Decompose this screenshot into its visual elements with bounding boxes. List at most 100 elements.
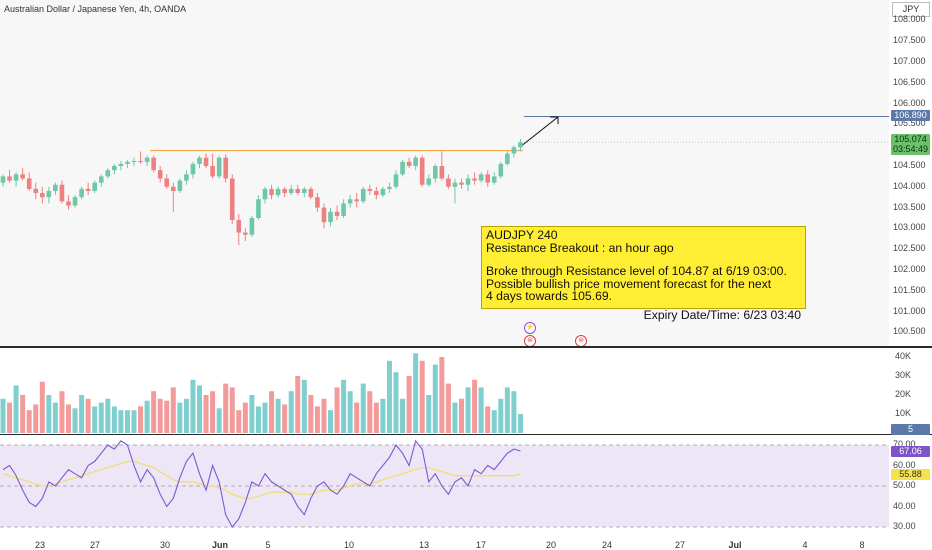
volume-bar bbox=[255, 406, 261, 433]
volume-bar bbox=[465, 387, 471, 433]
price-tick-label: 100.500 bbox=[893, 326, 926, 337]
candle-body bbox=[138, 161, 143, 163]
volume-bar bbox=[92, 406, 98, 433]
candle-body bbox=[59, 184, 65, 202]
price-tick-label: 106.500 bbox=[893, 76, 926, 87]
candle-body bbox=[433, 166, 438, 179]
candle-body bbox=[0, 176, 6, 183]
volume-bar bbox=[334, 387, 340, 433]
time-tick-label: 4 bbox=[802, 540, 808, 550]
volume-tick-label: 20K bbox=[895, 389, 912, 399]
candle-body bbox=[197, 157, 202, 164]
rsi-chart[interactable] bbox=[0, 436, 889, 536]
time-tick-label: 24 bbox=[601, 540, 613, 550]
price-tick-label: 107.500 bbox=[893, 35, 926, 46]
volume-value-tag: 5 bbox=[891, 424, 930, 435]
price-tick-label: 103.000 bbox=[893, 222, 926, 233]
volume-bar bbox=[485, 406, 491, 433]
time-tick-label: 8 bbox=[859, 540, 865, 550]
rsi-value-tag: 67.06 bbox=[891, 446, 930, 457]
candle-body bbox=[66, 201, 71, 206]
candle-body bbox=[505, 153, 510, 164]
volume-bar bbox=[419, 360, 425, 433]
bar-countdown-tag: 03:54:49 bbox=[891, 144, 930, 155]
forecast-arrow bbox=[519, 116, 559, 148]
candle-body bbox=[79, 188, 84, 198]
candle-body bbox=[465, 178, 471, 185]
time-tick-label: Jun bbox=[211, 540, 229, 550]
volume-bar bbox=[177, 402, 183, 433]
volume-bar bbox=[0, 398, 6, 433]
volume-bar bbox=[295, 376, 301, 433]
rsi-pane[interactable] bbox=[0, 436, 889, 536]
candle-body bbox=[118, 163, 124, 167]
pane-divider[interactable] bbox=[0, 346, 932, 348]
rsi-ma-line bbox=[2, 460, 521, 499]
price-pane[interactable]: Australian Dollar / Japanese Yen, 4h, OA… bbox=[0, 0, 889, 347]
volume-bar bbox=[124, 410, 130, 433]
volume-bar bbox=[367, 391, 373, 433]
volume-bar bbox=[46, 395, 52, 433]
candle-body bbox=[216, 157, 222, 177]
idea-symbol: AUDJPY 240 bbox=[486, 228, 558, 242]
price-tick-label: 101.000 bbox=[893, 305, 926, 316]
candle-body bbox=[413, 157, 418, 167]
price-chart[interactable] bbox=[0, 0, 889, 346]
candle-body bbox=[328, 211, 333, 223]
volume-bar bbox=[242, 402, 248, 433]
candle-body bbox=[380, 188, 386, 196]
volume-bar bbox=[66, 404, 71, 433]
idea-expiry: Expiry Date/Time: 6/23 03:40 bbox=[643, 307, 801, 322]
volume-bar bbox=[13, 385, 19, 433]
volume-chart[interactable] bbox=[0, 348, 889, 433]
volume-bar bbox=[262, 402, 268, 433]
candle-body bbox=[223, 157, 228, 179]
volume-pane[interactable] bbox=[0, 348, 889, 433]
volume-bar bbox=[354, 402, 360, 433]
volume-bar bbox=[59, 391, 65, 433]
price-tick-label: 101.500 bbox=[893, 284, 926, 295]
volume-bar bbox=[216, 408, 222, 433]
volume-bar bbox=[452, 402, 458, 433]
idea-annotation[interactable]: AUDJPY 240 Resistance Breakout : an hour… bbox=[481, 226, 806, 321]
volume-bar bbox=[478, 387, 484, 433]
volume-bar bbox=[26, 410, 32, 433]
volume-bar bbox=[341, 379, 347, 433]
candle-body bbox=[13, 174, 19, 181]
price-tick-label: 105.500 bbox=[893, 118, 926, 129]
price-tick-label: 106.000 bbox=[893, 97, 926, 108]
idea-forecast: Possible bullish price movement forecast… bbox=[486, 276, 772, 291]
candle-body bbox=[400, 161, 405, 175]
time-tick-label: 27 bbox=[674, 540, 686, 550]
currency-label[interactable]: JPY bbox=[892, 2, 930, 17]
rsi-tick-label: 60.00 bbox=[893, 459, 916, 470]
candle-body bbox=[321, 207, 327, 223]
volume-bar bbox=[282, 404, 288, 433]
pane-divider[interactable] bbox=[0, 433, 932, 435]
volume-bar bbox=[445, 383, 451, 433]
candle-body bbox=[85, 188, 91, 191]
price-axis[interactable]: JPY bbox=[889, 0, 932, 346]
candle-body bbox=[459, 182, 464, 185]
time-tick-label: 20 bbox=[545, 540, 557, 550]
candle-body bbox=[485, 174, 490, 183]
volume-bar bbox=[33, 404, 39, 433]
rsi-tick-label: 50.00 bbox=[893, 480, 916, 490]
rsi-line bbox=[2, 439, 521, 528]
volume-axis[interactable] bbox=[889, 348, 932, 433]
candle-body bbox=[164, 178, 170, 187]
candle-body bbox=[20, 174, 25, 179]
dividend-event-icon[interactable]: ⚡ bbox=[524, 322, 536, 334]
volume-bar bbox=[328, 410, 333, 433]
time-tick-label: 5 bbox=[265, 540, 271, 550]
candle-body bbox=[347, 199, 353, 204]
volume-tick-label: 40K bbox=[895, 351, 912, 361]
candle-body bbox=[53, 184, 58, 191]
candle-body bbox=[439, 166, 445, 179]
volume-bar bbox=[131, 410, 137, 433]
volume-bar bbox=[236, 410, 242, 433]
rsi-tick-label: 70.00 bbox=[893, 439, 916, 449]
rsi-tick-label: 40.00 bbox=[893, 500, 916, 511]
volume-bar bbox=[432, 364, 438, 433]
candle-body bbox=[262, 188, 268, 200]
